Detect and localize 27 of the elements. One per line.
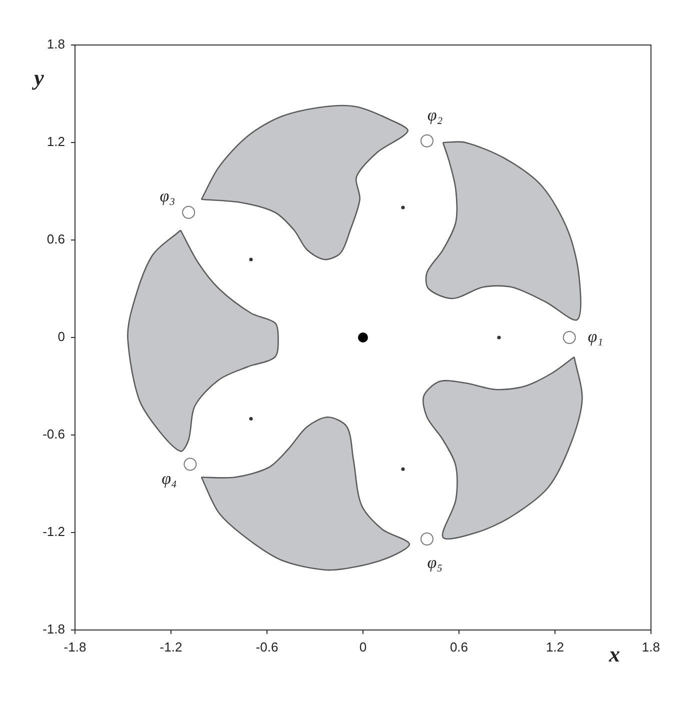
- point: [562, 331, 576, 344]
- x-tick-label: 0.6: [450, 639, 468, 654]
- x-axis-title: x: [608, 642, 620, 667]
- y-tick-label: -1.2: [42, 524, 65, 540]
- y-tick-label: 1.8: [46, 36, 65, 52]
- point: [182, 206, 196, 219]
- annotation: φ₂: [427, 106, 443, 125]
- x-tick-label: -1.2: [160, 639, 182, 654]
- x-tick-label: -0.6: [256, 639, 278, 654]
- x-tick-label: 0: [359, 639, 367, 654]
- y-axis-title: y: [31, 64, 44, 90]
- y-tick-label: -1.8: [42, 622, 65, 637]
- y-tick-label: 1.2: [46, 134, 65, 150]
- x-tick-label: 1.2: [546, 639, 564, 654]
- point: [358, 332, 368, 342]
- annotation: φ₄: [162, 469, 177, 488]
- x-tick-label: 1.8: [642, 639, 660, 654]
- point: [420, 134, 434, 148]
- y-tick-label: 0: [58, 329, 65, 344]
- point: [420, 532, 434, 546]
- x-tick-label: -1.8: [64, 639, 86, 654]
- y-tick-label: 0.6: [46, 232, 65, 247]
- annotation: φ₅: [427, 553, 443, 572]
- annotation: φ₁: [588, 326, 604, 346]
- point: [184, 458, 197, 471]
- annotation: φ₃: [160, 186, 176, 206]
- y-tick-label: -0.6: [42, 426, 65, 442]
